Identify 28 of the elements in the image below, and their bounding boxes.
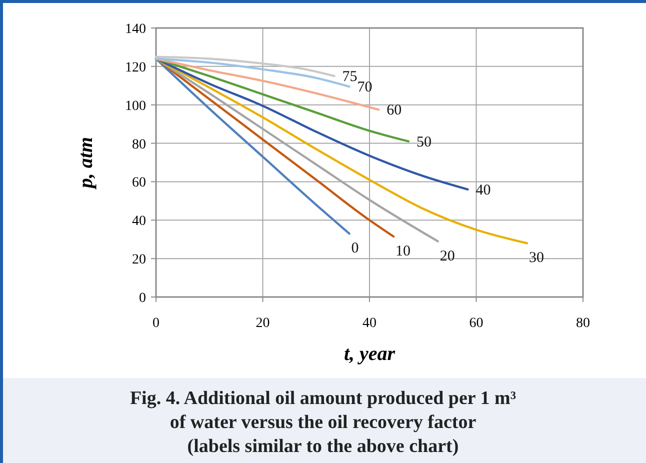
series-label: 70 xyxy=(357,80,372,96)
x-tick-label: 40 xyxy=(362,316,376,331)
series-label: 50 xyxy=(416,134,432,150)
line-series xyxy=(154,56,336,78)
y-tick-label: 60 xyxy=(132,176,146,191)
y-tick-label: 20 xyxy=(132,252,146,268)
series-label: 20 xyxy=(440,248,455,264)
y-tick-label: 40 xyxy=(132,214,146,230)
y-axis-title: p, atm xyxy=(75,136,97,190)
x-tick-label: 0 xyxy=(152,316,160,331)
y-tick-label: 120 xyxy=(125,60,146,76)
line-series xyxy=(154,58,469,190)
series-label: 0 xyxy=(351,240,359,257)
x-tick-label: 20 xyxy=(256,316,270,331)
x-axis-title: t, year xyxy=(344,343,396,365)
series-label: 30 xyxy=(528,250,544,266)
series-label: 40 xyxy=(476,182,491,198)
text: Fig. 4. Additional oil amount produced per 1 m³ of water versus the oil recovery factor (labels similar to the above chart) xyxy=(130,388,516,457)
series-label: 75 xyxy=(342,69,358,86)
y-tick-label: 100 xyxy=(125,98,146,114)
x-tick-label: 80 xyxy=(576,316,590,331)
y-tick-label: 80 xyxy=(132,137,146,152)
x-tick-label: 60 xyxy=(469,316,484,331)
y-tick-label: 0 xyxy=(139,291,146,306)
y-tick-label: 140 xyxy=(125,22,146,37)
line-series xyxy=(154,58,410,142)
series-label: 10 xyxy=(396,243,411,260)
series-label: 60 xyxy=(386,102,402,119)
